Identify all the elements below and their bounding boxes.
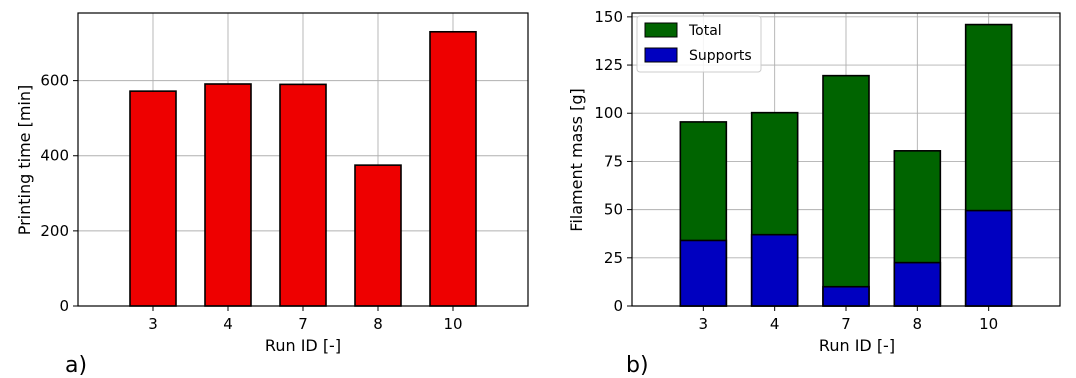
- bar-4: [204, 83, 252, 307]
- legend-swatch-supports: [644, 47, 678, 63]
- y-tick-label: 75: [604, 152, 623, 170]
- chart-a-y-ticks: 0 200 400 600: [40, 72, 78, 315]
- x-tick-label: 7: [298, 315, 308, 333]
- y-tick-label: 200: [40, 222, 69, 240]
- legend-swatch-total: [644, 22, 678, 38]
- panel-b-label: b): [626, 353, 649, 378]
- bar-supports-7: [822, 285, 870, 307]
- y-tick-label: 150: [594, 8, 623, 26]
- x-tick-label: 7: [841, 315, 851, 333]
- bar-supports-3: [679, 239, 728, 307]
- bar-supports-8: [893, 261, 942, 307]
- x-tick-label: 3: [148, 315, 158, 333]
- legend-label-total: Total: [688, 23, 722, 39]
- y-tick-label: 125: [594, 56, 623, 74]
- bar-7: [279, 83, 327, 307]
- y-tick-label: 0: [613, 297, 623, 315]
- bar-supports-10: [964, 209, 1013, 307]
- x-tick-label: 10: [979, 315, 998, 333]
- chart-b-legend: Total Supports: [636, 15, 762, 73]
- chart-a-x-axis-label: Run ID [-]: [265, 336, 341, 355]
- panel-a-label: a): [65, 353, 87, 378]
- chart-b-y-ticks: 0 25 50 75 100 125 150: [594, 8, 632, 315]
- y-tick-label: 100: [594, 104, 623, 122]
- y-tick-label: 0: [59, 297, 69, 315]
- legend-label-supports: Supports: [689, 48, 752, 64]
- chart-b-x-axis-label: Run ID [-]: [819, 336, 895, 355]
- y-tick-label: 400: [40, 147, 69, 165]
- chart-a-x-ticks: 3 4 7 8 10: [148, 306, 463, 333]
- x-tick-label: 3: [699, 315, 709, 333]
- chart-a-bars: [129, 30, 477, 307]
- bar-3: [129, 90, 177, 307]
- bar-total-7: [822, 74, 870, 307]
- chart-a-y-axis-label: Printing time [min]: [15, 85, 34, 236]
- y-tick-label: 50: [604, 201, 623, 219]
- y-tick-label: 600: [40, 72, 69, 90]
- x-tick-label: 10: [443, 315, 462, 333]
- x-tick-label: 8: [913, 315, 923, 333]
- bar-supports-4: [750, 233, 799, 307]
- bar-10: [429, 30, 477, 307]
- x-tick-label: 4: [223, 315, 233, 333]
- bar-8: [354, 164, 402, 307]
- chart-b: 0 25 50 75 100 125 150 3 4 7 8 10 Run ID [-] Filam…: [567, 8, 1061, 378]
- chart-b-y-axis-label: Filament mass [g]: [567, 88, 586, 231]
- chart-b-x-ticks: 3 4 7 8 10: [699, 306, 998, 333]
- x-tick-label: 8: [373, 315, 383, 333]
- chart-a: 0 200 400 600 3 4 7 8 10 Run ID [-] Printing ti…: [15, 12, 529, 378]
- y-tick-label: 25: [604, 249, 623, 267]
- x-tick-label: 4: [770, 315, 780, 333]
